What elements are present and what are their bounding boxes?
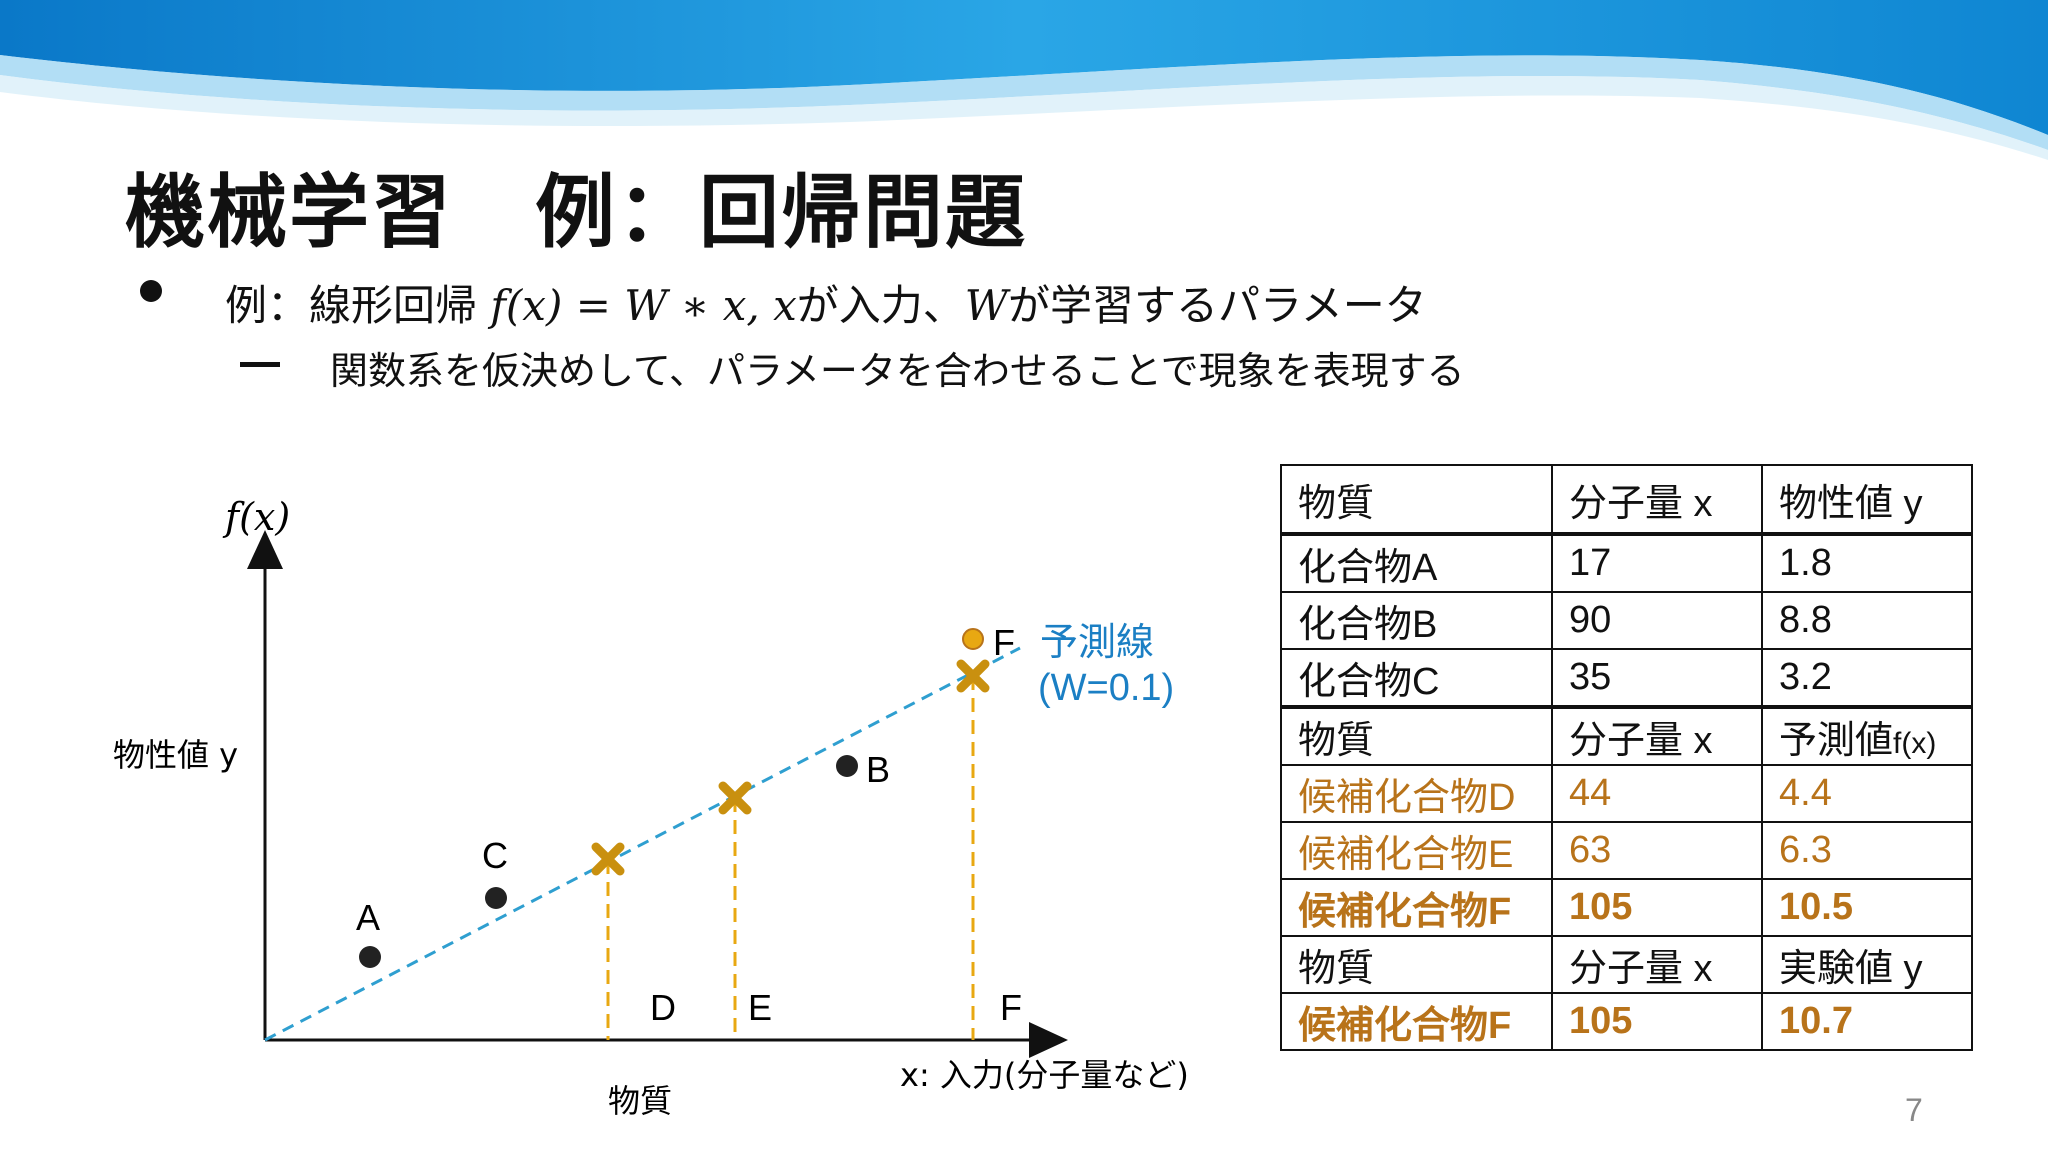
- bullet-explanation: 関数系を仮決めして、パラメータを合わせることで現象を表現する: [330, 349, 1465, 393]
- table-cell: 10.5: [1761, 878, 1973, 937]
- table-row: 候補化合物F 105 10.7: [1280, 992, 1973, 1051]
- table-cell: 17: [1551, 532, 1763, 593]
- table-row: 候補化合物F 105 10.5: [1280, 878, 1973, 937]
- bullet-1-mid: が入力、: [796, 281, 965, 330]
- table-cell: 44: [1551, 764, 1763, 823]
- table-row: 化合物A 17 1.8: [1280, 532, 1973, 593]
- table-cell: 候補化合物F: [1280, 878, 1553, 937]
- table-row: 候補化合物D 44 4.4: [1280, 764, 1973, 823]
- table-cell: 4.4: [1761, 764, 1973, 823]
- point-f-label: F: [993, 622, 1015, 663]
- table-header-row: 物質 分子量 x 予測値f(x): [1280, 705, 1973, 766]
- point-b: [836, 755, 858, 777]
- table-row: 化合物C 35 3.2: [1280, 648, 1973, 708]
- cross-icon-e: [718, 781, 752, 815]
- bullet-1-suffix: が学習するパラメータ: [1007, 281, 1427, 330]
- point-a-label: A: [356, 897, 380, 938]
- x-axis-label: x: 入力(分子量など): [900, 1056, 1189, 1094]
- candidate-d-label: D: [650, 987, 676, 1028]
- table-cell: 候補化合物D: [1280, 764, 1553, 823]
- table-cell: 105: [1551, 992, 1763, 1051]
- regression-formula: f(x) = W ∗ x,: [490, 281, 760, 330]
- table-cell: 候補化合物E: [1280, 821, 1553, 880]
- candidate-e-label: E: [748, 987, 772, 1028]
- table-cell: 分子量 x: [1551, 464, 1763, 535]
- top-wave-banner: [0, 0, 2048, 160]
- table-cell: 10.7: [1761, 992, 1973, 1051]
- point-b-label: B: [866, 749, 890, 790]
- slide-title: 機械学習 例：回帰問題: [125, 166, 1027, 259]
- table-cell: 63: [1551, 821, 1763, 880]
- compound-table: 物質 分子量 x 物性値 y 化合物A 17 1.8 化合物B 90 8.8 化…: [1280, 464, 1973, 1051]
- sub-bullet-dash: [240, 362, 280, 367]
- predicted-value-header: 予測値: [1779, 720, 1894, 762]
- table-header-row: 物質 分子量 x 物性値 y: [1280, 464, 1973, 535]
- x-axis-name: 物質: [608, 1082, 672, 1120]
- point-f-experiment: [962, 628, 984, 650]
- table-cell: 候補化合物F: [1280, 992, 1553, 1051]
- formula-x: x: [773, 281, 797, 330]
- table-cell: 化合物A: [1280, 532, 1553, 593]
- y-axis-label: f(x): [222, 495, 290, 539]
- table-cell: 物質: [1280, 935, 1553, 994]
- table-cell: 化合物C: [1280, 648, 1553, 708]
- table-cell: 90: [1551, 591, 1763, 650]
- table-cell: 予測値f(x): [1761, 705, 1973, 766]
- table-cell: 物質: [1280, 464, 1553, 535]
- table-cell: 化合物B: [1280, 591, 1553, 650]
- bullet-regression-example: 例：線形回帰 f(x) = W ∗ x, xが入力、Wが学習するパラメータ: [225, 272, 1427, 333]
- table-cell: 実験値 y: [1761, 935, 1973, 994]
- point-a: [359, 946, 381, 968]
- table-cell: 物質: [1280, 705, 1553, 766]
- bullet-dot: [140, 280, 162, 302]
- table-cell: 105: [1551, 878, 1763, 937]
- point-c-label: C: [482, 835, 508, 876]
- table-cell: 3.2: [1761, 648, 1973, 708]
- prediction-line: [264, 646, 1021, 1042]
- predicted-value-fx: f(x): [1893, 727, 1937, 760]
- table-cell: 6.3: [1761, 821, 1973, 880]
- prediction-line-label: 予測線: [1040, 620, 1154, 664]
- candidate-f-label: F: [1000, 987, 1022, 1028]
- table-cell: 分子量 x: [1551, 705, 1763, 766]
- table-cell: 8.8: [1761, 591, 1973, 650]
- table-row: 候補化合物E 63 6.3: [1280, 821, 1973, 880]
- table-cell: 35: [1551, 648, 1763, 708]
- table-cell: 分子量 x: [1551, 935, 1763, 994]
- cross-icon-d: [591, 842, 625, 876]
- table-cell: 物性値 y: [1761, 464, 1973, 535]
- page-number: 7: [1905, 1092, 1923, 1128]
- table-row: 化合物B 90 8.8: [1280, 591, 1973, 650]
- y-axis-name: 物性値 y: [113, 736, 238, 774]
- table-cell: 1.8: [1761, 532, 1973, 593]
- bullet-1-prefix: 例：線形回帰: [225, 281, 478, 330]
- point-c: [485, 887, 507, 909]
- prediction-line-param: (W=0.1): [1038, 667, 1174, 709]
- formula-w: W: [964, 281, 1008, 330]
- cross-icon-f: [956, 659, 990, 693]
- table-header-row: 物質 分子量 x 実験値 y: [1280, 935, 1973, 994]
